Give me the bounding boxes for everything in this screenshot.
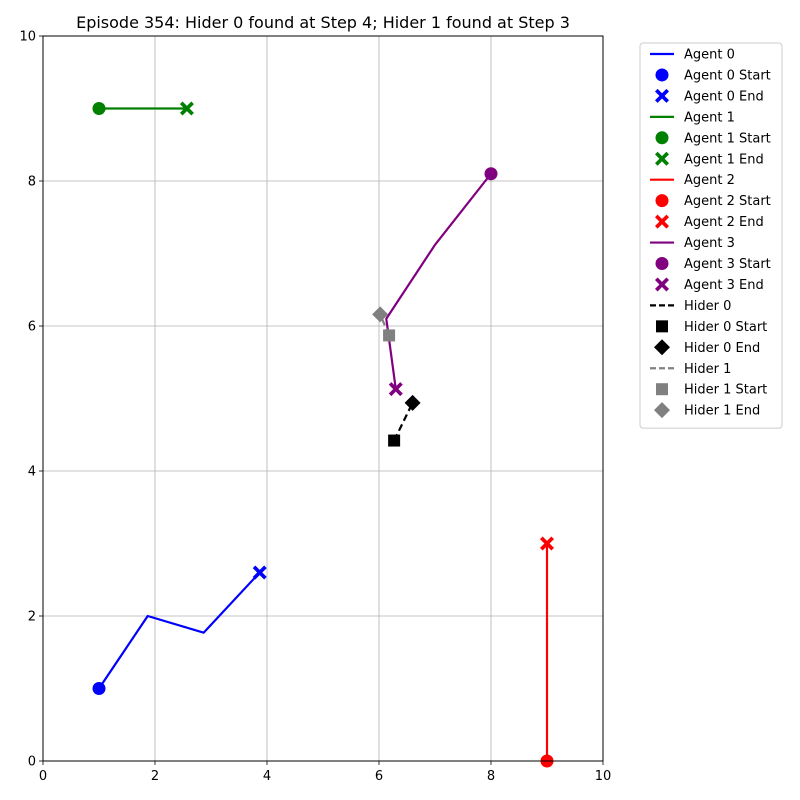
x-tick-label: 0 xyxy=(39,769,47,784)
y-tick-label: 10 xyxy=(19,30,36,45)
x-tick-label: 6 xyxy=(375,769,383,784)
series-hider-0 xyxy=(388,394,421,447)
legend-label: Agent 3 End xyxy=(684,278,764,293)
legend-label: Agent 2 End xyxy=(684,215,764,230)
legend-marker-swatch xyxy=(654,402,670,419)
trajectory-line xyxy=(385,173,492,390)
trajectory-line xyxy=(98,571,261,690)
legend-label: Agent 3 Start xyxy=(684,257,771,272)
start-marker xyxy=(92,682,106,695)
trajectory-line xyxy=(393,402,414,442)
start-marker xyxy=(92,102,106,115)
end-marker xyxy=(372,306,389,323)
series-agent-0 xyxy=(92,565,267,695)
legend-marker-swatch xyxy=(656,383,668,396)
series-layer xyxy=(92,101,554,768)
start-marker xyxy=(388,434,401,447)
end-marker xyxy=(388,382,403,397)
end-marker xyxy=(252,565,267,580)
legend-entry: Agent 1 xyxy=(650,110,735,125)
start-marker xyxy=(383,329,396,342)
y-tick-label: 4 xyxy=(28,465,36,480)
legend-entry: Hider 1 xyxy=(650,362,731,377)
legend-entry: Agent 2 xyxy=(650,173,735,188)
y-tick-label: 8 xyxy=(28,175,36,190)
legend-marker-swatch xyxy=(655,151,669,166)
series-agent-1 xyxy=(92,101,194,116)
legend-entry: Agent 0 End xyxy=(655,88,764,104)
legend: Agent 0 Agent 0 Start Agent 0 End Agent 1 Ag… xyxy=(639,42,783,429)
legend-entry: Hider 0 xyxy=(650,299,731,314)
legend-box xyxy=(639,42,783,429)
grid xyxy=(42,35,604,762)
legend-entry: Agent 2 Start xyxy=(655,194,771,209)
legend-label: Agent 0 End xyxy=(684,89,764,104)
ticks: 0 2 4 6 8 10 0 2 4 6 8 10 xyxy=(19,30,611,785)
legend-marker-swatch xyxy=(655,257,669,270)
legend-marker-swatch xyxy=(654,339,670,356)
legend-entry: Hider 1 Start xyxy=(656,383,767,398)
legend-label: Agent 1 xyxy=(684,110,735,125)
y-tick-label: 0 xyxy=(28,755,36,770)
end-marker xyxy=(540,536,554,551)
legend-entry: Agent 3 xyxy=(650,236,735,251)
y-tick-label: 2 xyxy=(28,610,36,625)
x-tick-label: 2 xyxy=(151,769,159,784)
legend-entry: Agent 3 Start xyxy=(655,257,771,272)
legend-marker-swatch xyxy=(655,131,669,145)
legend-entry: Agent 0 xyxy=(650,48,735,63)
x-tick-label: 10 xyxy=(595,769,612,784)
legend-marker-swatch xyxy=(655,88,669,103)
legend-label: Agent 0 Start xyxy=(684,68,771,83)
legend-label: Agent 1 Start xyxy=(684,131,771,146)
chart-title: Episode 354: Hider 0 found at Step 4; Hi… xyxy=(76,13,570,32)
legend-entry: Agent 0 Start xyxy=(655,68,771,83)
legend-label: Agent 2 Start xyxy=(684,194,771,209)
legend-marker-swatch xyxy=(655,194,669,208)
legend-label: Hider 1 End xyxy=(684,404,760,419)
legend-marker-swatch xyxy=(656,320,668,333)
legend-entry: Agent 2 End xyxy=(655,214,764,230)
legend-label: Agent 0 xyxy=(684,48,735,63)
legend-label: Hider 1 xyxy=(684,362,731,377)
axes-frame xyxy=(42,35,604,762)
legend-label: Hider 0 End xyxy=(684,341,760,356)
series-hider-1 xyxy=(372,306,396,342)
y-tick-label: 6 xyxy=(28,320,36,335)
legend-marker-swatch xyxy=(655,214,669,229)
x-tick-label: 8 xyxy=(487,769,495,784)
end-marker xyxy=(404,394,421,411)
legend-label: Agent 1 End xyxy=(684,152,764,167)
legend-label: Hider 1 Start xyxy=(684,383,767,398)
series-agent-3 xyxy=(385,167,498,397)
legend-label: Agent 2 xyxy=(684,173,735,188)
legend-marker-swatch xyxy=(655,277,669,292)
legend-entry: Agent 3 End xyxy=(655,277,764,293)
legend-entry: Hider 1 End xyxy=(654,402,760,419)
x-tick-label: 4 xyxy=(263,769,271,784)
legend-marker-swatch xyxy=(655,68,669,82)
legend-entry: Agent 1 Start xyxy=(655,131,771,146)
legend-label: Agent 3 xyxy=(684,236,735,251)
legend-entry: Hider 0 Start xyxy=(656,320,767,335)
start-marker xyxy=(484,167,498,181)
legend-entry: Hider 0 End xyxy=(654,339,760,356)
legend-label: Hider 0 xyxy=(684,299,731,314)
legend-label: Hider 0 Start xyxy=(684,320,767,335)
end-marker xyxy=(179,101,194,116)
legend-entry: Agent 1 End xyxy=(655,151,764,167)
